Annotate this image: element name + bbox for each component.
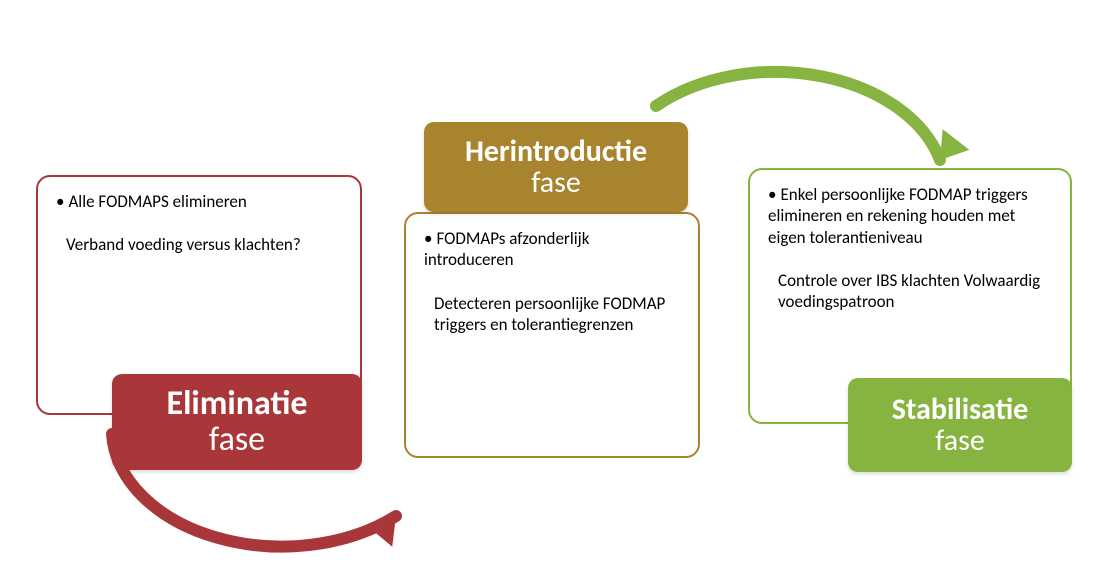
phase-stabilisatie-title-2: fase xyxy=(935,425,985,457)
phase-badge-stabilisatie: Stabilisatie fase xyxy=(848,378,1072,472)
phase-stabilisatie-title-1: Stabilisatie xyxy=(892,394,1028,426)
phase-box-herintroductie: FODMAPs afzonderlijk introduceren Detect… xyxy=(404,212,700,458)
phase-herintroductie-bullet-0: FODMAPs afzonderlijk introduceren xyxy=(424,228,680,271)
arrow-herintro-to-stab xyxy=(640,20,1000,190)
phase-stabilisatie-subtext: Controle over IBS klachten Volwaardig vo… xyxy=(768,270,1052,313)
phase-eliminatie-bullet-0: Alle FODMAPS elimineren xyxy=(56,191,342,212)
phase-eliminatie-list: Alle FODMAPS elimineren Verband voeding … xyxy=(56,191,342,256)
phase-herintroductie-subtext: Detecteren persoonlijke FODMAP triggers … xyxy=(424,293,680,336)
diagram-stage: Alle FODMAPS elimineren Verband voeding … xyxy=(0,0,1100,578)
arrow-elim-to-herintro xyxy=(96,428,456,578)
phase-herintroductie-list: FODMAPs afzonderlijk introduceren Detect… xyxy=(424,228,680,335)
phase-herintroductie-title-2: fase xyxy=(531,167,581,199)
phase-eliminatie-subtext: Verband voeding versus klachten? xyxy=(56,234,342,255)
phase-stabilisatie-bullet-0: Enkel persoonlijke FODMAP triggers elimi… xyxy=(768,184,1052,248)
phase-eliminatie-title-1: Eliminatie xyxy=(166,386,307,422)
phase-stabilisatie-list: Enkel persoonlijke FODMAP triggers elimi… xyxy=(768,184,1052,312)
phase-herintroductie-title-1: Herintroductie xyxy=(465,136,647,168)
